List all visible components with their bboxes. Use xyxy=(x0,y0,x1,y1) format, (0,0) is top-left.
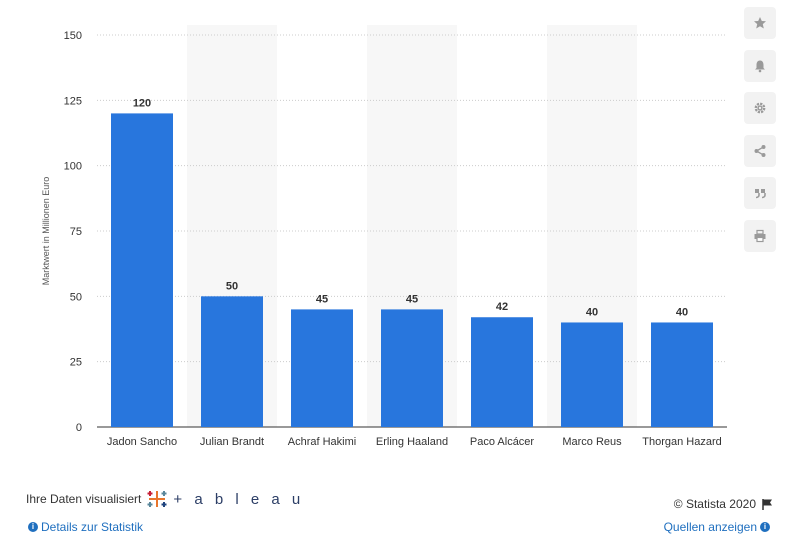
x-tick-label: Achraf Hakimi xyxy=(288,436,356,448)
y-tick-label: 150 xyxy=(64,30,82,42)
notification-button[interactable] xyxy=(744,50,776,82)
data-label: 45 xyxy=(316,293,328,305)
bar xyxy=(561,322,623,427)
data-label: 40 xyxy=(586,306,598,318)
y-axis-label: Marktwert in Millionen Euro xyxy=(41,177,51,286)
x-tick-label: Erling Haaland xyxy=(376,436,448,448)
y-tick-label: 100 xyxy=(64,161,82,173)
tableau-credit[interactable]: Ihre Daten visualisiert + a b l e a u xyxy=(26,488,304,510)
quote-icon xyxy=(755,189,766,199)
visualized-text: Ihre Daten visualisiert xyxy=(26,492,142,506)
details-link-label: Details zur Statistik xyxy=(41,520,144,534)
copyright-notice: © Statista 2020 xyxy=(674,497,773,511)
data-label: 50 xyxy=(226,280,238,292)
x-tick-label: Julian Brandt xyxy=(200,436,264,448)
sources-link-label: Quellen anzeigen xyxy=(663,520,757,534)
y-tick-label: 75 xyxy=(70,226,82,238)
bar xyxy=(111,113,173,428)
details-link[interactable]: i Details zur Statistik xyxy=(25,520,143,534)
star-icon xyxy=(754,17,766,29)
bar xyxy=(291,309,353,427)
cite-button[interactable] xyxy=(744,177,776,209)
bell-icon xyxy=(755,60,765,73)
data-label: 45 xyxy=(406,293,418,305)
y-tick-label: 0 xyxy=(76,422,82,434)
print-button[interactable] xyxy=(744,220,776,252)
data-label: 40 xyxy=(676,306,688,318)
bar xyxy=(471,317,533,427)
settings-button[interactable] xyxy=(744,92,776,124)
bar xyxy=(651,322,713,427)
x-tick-label: Jadon Sancho xyxy=(107,436,177,448)
y-tick-label: 125 xyxy=(64,95,82,107)
info-icon: i xyxy=(28,522,38,532)
share-icon xyxy=(754,145,766,157)
data-label: 120 xyxy=(133,97,151,109)
sources-link[interactable]: Quellen anzeigen i xyxy=(664,520,773,534)
favorite-button[interactable] xyxy=(744,7,776,39)
info-icon: i xyxy=(760,522,770,532)
y-tick-label: 50 xyxy=(70,291,82,303)
gear-icon xyxy=(754,102,766,114)
x-tick-label: Thorgan Hazard xyxy=(642,436,722,448)
tableau-logo-icon xyxy=(147,491,167,507)
bar xyxy=(381,309,443,427)
bar xyxy=(201,296,263,427)
x-tick-label: Marco Reus xyxy=(562,436,622,448)
share-button[interactable] xyxy=(744,135,776,167)
copyright-text: © Statista 2020 xyxy=(673,497,756,511)
print-icon xyxy=(754,229,766,243)
x-tick-label: Paco Alcácer xyxy=(470,436,535,448)
bar-chart: 0 25 50 75 100 125 150 Marktwert in Millionen E… xyxy=(41,30,727,448)
flag-icon[interactable] xyxy=(761,498,773,510)
tableau-wordmark: + a b l e a u xyxy=(173,490,305,508)
y-tick-label: 25 xyxy=(70,357,82,369)
data-label: 42 xyxy=(496,301,508,313)
